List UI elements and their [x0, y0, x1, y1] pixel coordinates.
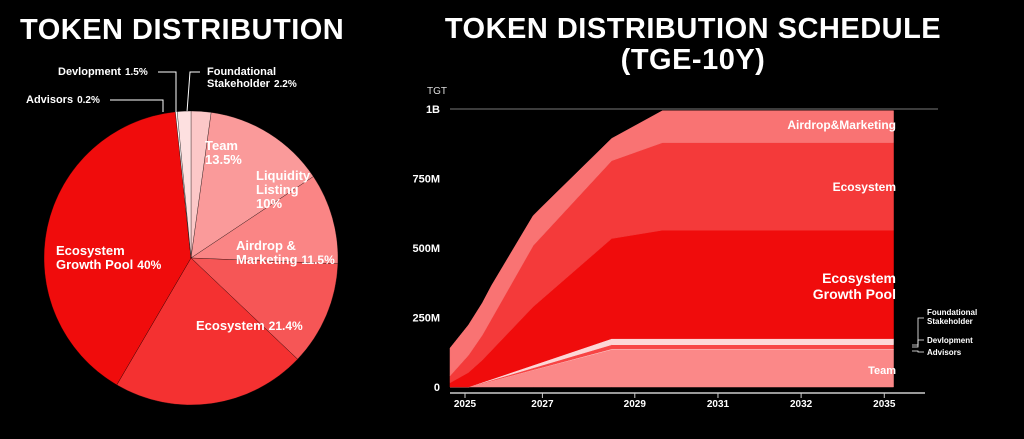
pie-slice-airdrop-marketing: [190, 257, 339, 360]
schedule-title-line-1: TOKEN DISTRIBUTION SCHEDULE: [444, 13, 942, 45]
area-series-airdrop-marketing: [449, 110, 894, 377]
y-tick-250m: 250M: [412, 313, 440, 325]
callout-line-advisors: [912, 350, 924, 353]
pie-value-airdrop-marketing: 11.5%: [301, 253, 335, 267]
callout-label-advisors: Advisors: [927, 348, 962, 357]
pie-label-airdrop-marketing: Airdrop & Marketing 11.5%: [236, 238, 335, 267]
callout-label-foundational-stakeholder: Foundational Stakeholder: [927, 308, 977, 326]
y-axis-label: TGT: [427, 86, 447, 97]
pie-value-ecosystem: 21.4%: [269, 319, 303, 333]
y-tick-500m: 500M: [412, 243, 440, 255]
x-tick-2035: 2035: [873, 399, 896, 410]
pie-value-advisors: 0.2%: [77, 95, 100, 106]
pie-value-liquidity-listing: 10%: [256, 196, 282, 211]
area-label-ecosystem: Ecosystem: [833, 180, 896, 194]
area-label-team: Team: [868, 365, 896, 377]
y-tick-750m: 750M: [412, 174, 440, 186]
pie-value-devlopment: 1.5%: [125, 67, 148, 78]
pie-label-ecosystem-growth-pool: Ecosystem Growth Pool 40%: [56, 243, 162, 272]
leader-line-devlopment: [158, 71, 177, 112]
pie-label-advisors: Advisors 0.2%: [26, 94, 100, 106]
area-label-ecosystem-growth-pool: Ecosystem Growth Pool: [813, 270, 896, 302]
pie-value-ecosystem-growth-pool: 40%: [137, 258, 161, 272]
y-tick-0: 0: [434, 382, 440, 394]
pie-label-team: Team 13.5%: [205, 138, 242, 167]
leader-line-advisors: [110, 99, 164, 112]
callout-line-foundational-stakeholder: [912, 317, 924, 346]
pie-slice-liquidity-listing: [190, 176, 339, 264]
pie-slice-ecosystem-growth-pool: [43, 111, 192, 386]
x-tick-2032: 2032: [790, 399, 813, 410]
callout-label-devlopment: Devlopment: [927, 336, 973, 345]
leader-line-foundational-stakeholder: [186, 71, 200, 113]
x-tick-2029: 2029: [624, 399, 647, 410]
distribution-schedule-chart: TGT Team Ecosystem Growth Pool Ecosystem Aird…: [412, 86, 977, 410]
schedule-chart-title: TOKEN DISTRIBUTION SCHEDULE (TGE-10Y): [428, 14, 958, 76]
area-label-airdrop-marketing: Airdrop&Marketing: [787, 118, 896, 132]
x-tick-2025: 2025: [454, 399, 477, 410]
pie-slice-devlopment: [177, 110, 192, 259]
pie-label-ecosystem: Ecosystem 21.4%: [196, 318, 303, 333]
pie-label-foundational-stakeholder: Foundational Stakeholder 2.2%: [207, 66, 297, 90]
x-tick-2027: 2027: [531, 399, 554, 410]
pie-value-foundational-stakeholder: 2.2%: [274, 79, 297, 90]
pie-slice-ecosystem: [116, 257, 298, 406]
pie-value-team: 13.5%: [205, 152, 242, 167]
pie-chart: Foundational Stakeholder 2.2% Team 13.5% Liqu…: [26, 66, 339, 406]
x-tick-2031: 2031: [707, 399, 730, 410]
pie-label-devlopment: Devlopment 1.5%: [58, 66, 148, 78]
y-tick-1b: 1B: [426, 104, 440, 116]
schedule-title-line-2: (TGE-10Y): [620, 44, 766, 76]
pie-chart-title: TOKEN DISTRIBUTION: [20, 14, 345, 46]
pie-slice-team: [190, 112, 314, 259]
pie-label-liquidity-listing: Liquidity Listing 10%: [256, 168, 311, 211]
